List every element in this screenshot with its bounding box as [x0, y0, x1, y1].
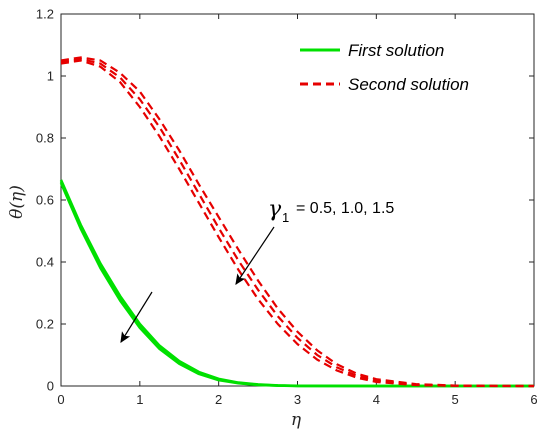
y-tick-label: 1 — [47, 69, 54, 84]
annotation-subscript: 1 — [282, 210, 289, 225]
x-tick-label: 6 — [530, 392, 537, 407]
legend: First solution Second solution — [300, 41, 469, 94]
x-tick-label: 2 — [215, 392, 222, 407]
y-tick-label: 0.6 — [36, 193, 54, 208]
legend-label-first: First solution — [348, 41, 444, 60]
second-solution-line-3 — [60, 59, 535, 388]
first-solution-line-3 — [59, 182, 534, 388]
x-tick-label: 4 — [373, 392, 380, 407]
x-axis-label: η — [291, 410, 302, 430]
annotation-values: = 0.5, 1.0, 1.5 — [296, 200, 394, 217]
y-tick-label: 0 — [47, 379, 54, 394]
plot-area: 0 1 2 3 4 5 6 0 0.2 0.4 0.6 0.8 1 1.2 — [36, 7, 538, 408]
arrow-first-solution — [120, 291, 153, 344]
y-tick-label: 0.8 — [36, 131, 54, 146]
y-axis-label: θ(η) — [7, 185, 27, 219]
y-tick-label: 0.2 — [36, 317, 54, 332]
legend-label-second: Second solution — [348, 75, 469, 94]
annotation-symbol: γ — [268, 197, 282, 222]
y-tick-label: 1.2 — [36, 7, 54, 22]
arrow-second-solution — [235, 226, 275, 285]
x-tick-label: 0 — [57, 392, 64, 407]
x-tick-label: 1 — [136, 392, 143, 407]
x-tick-label: 3 — [294, 392, 301, 407]
x-tick-label: 5 — [452, 392, 459, 407]
parameter-annotation: γ 1 = 0.5, 1.0, 1.5 — [268, 197, 394, 225]
y-tick-label: 0.4 — [36, 255, 54, 270]
